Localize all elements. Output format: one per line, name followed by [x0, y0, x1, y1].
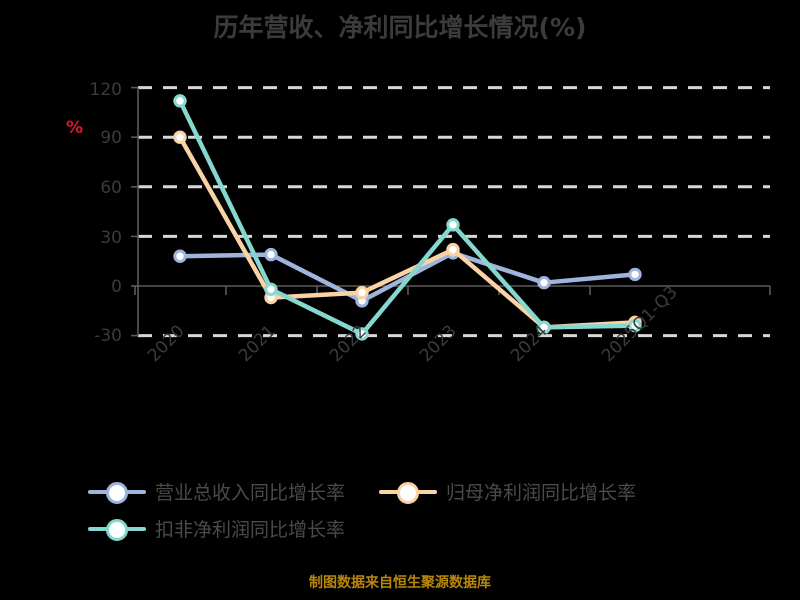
- series-layer: [173, 94, 642, 341]
- data-point-marker[interactable]: [446, 218, 460, 232]
- legend-label-net-profit: 归母净利润同比增长率: [446, 482, 637, 504]
- data-point-marker[interactable]: [355, 327, 369, 341]
- y-tick-label-60: 60: [100, 178, 122, 198]
- data-point-marker[interactable]: [173, 249, 187, 263]
- chart-title: 历年营收、净利同比增长情况(%): [213, 13, 587, 42]
- legend-marker-revenue-icon: [88, 479, 146, 505]
- y-tick-label-minus30: -30: [94, 326, 122, 346]
- data-point-marker[interactable]: [173, 130, 187, 144]
- data-point-marker[interactable]: [264, 282, 278, 297]
- legend-marker-net-profit-icon: [379, 479, 438, 505]
- legend-item-revenue[interactable]: 营业总收入同比增长率: [88, 478, 345, 505]
- legend-item-deducted-net-profit[interactable]: 扣非净利润同比增长率: [88, 515, 345, 542]
- y-tick-label-0: 0: [111, 277, 122, 297]
- data-point-marker[interactable]: [628, 267, 642, 282]
- legend-row-2: 扣非净利润同比增长率: [88, 515, 379, 542]
- data-point-marker[interactable]: [537, 320, 551, 335]
- legend-label-deducted-net-profit: 扣非净利润同比增长率: [155, 519, 346, 541]
- legend-marker-deducted-net-profit-icon: [88, 516, 146, 542]
- data-point-marker[interactable]: [537, 275, 551, 290]
- y-tick-label-90: 90: [100, 128, 122, 148]
- legend-label-revenue: 营业总收入同比增长率: [155, 482, 346, 504]
- series-line: [177, 134, 638, 330]
- y-tick-label-120: 120: [89, 80, 122, 100]
- axis-lines: [131, 86, 770, 337]
- series-line: [177, 98, 638, 337]
- data-point-marker[interactable]: [264, 247, 278, 262]
- source-note: 制图数据来自恒生聚源数据库: [309, 575, 491, 591]
- y-tick-label-30: 30: [100, 228, 122, 248]
- data-point-marker[interactable]: [355, 285, 369, 300]
- data-point-marker[interactable]: [446, 242, 460, 257]
- legend-row-1: 营业总收入同比增长率 归母净利润同比增长率: [88, 478, 670, 505]
- legend-item-net-profit[interactable]: 归母净利润同比增长率: [379, 478, 636, 505]
- y-axis-unit-label: %: [66, 118, 84, 138]
- data-point-marker[interactable]: [173, 94, 187, 108]
- data-point-marker[interactable]: [628, 318, 642, 333]
